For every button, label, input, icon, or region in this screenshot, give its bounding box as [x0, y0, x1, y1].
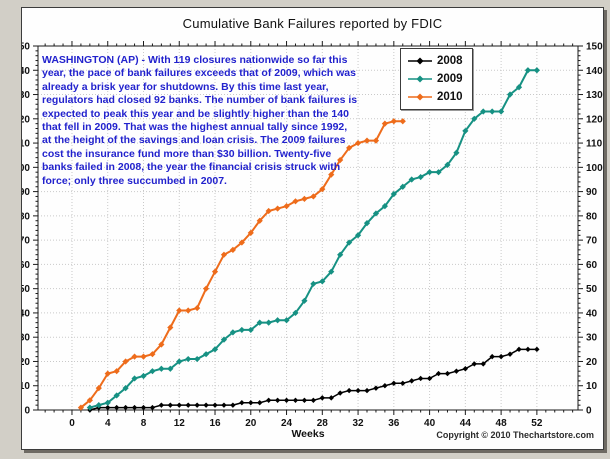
svg-text:130: 130: [586, 90, 603, 101]
svg-text:48: 48: [496, 418, 508, 429]
svg-text:30: 30: [22, 333, 30, 344]
legend-item-2010: 2010: [407, 88, 463, 106]
series-2008: [87, 346, 540, 413]
axis-frame: [37, 45, 579, 411]
series-2010: [77, 118, 406, 411]
svg-text:90: 90: [586, 187, 598, 198]
plot-svg: 0010102020303040405050606070708080909010…: [22, 41, 603, 430]
legend-label-2008: 2008: [437, 55, 463, 67]
svg-text:40: 40: [22, 308, 30, 319]
svg-text:70: 70: [586, 236, 598, 247]
svg-text:100: 100: [586, 163, 603, 174]
svg-text:0: 0: [69, 418, 75, 429]
axis-labels: 0010102020303040405050606070708080909010…: [22, 42, 603, 430]
series-2009: [86, 67, 540, 411]
svg-text:80: 80: [22, 211, 30, 222]
svg-text:0: 0: [586, 406, 592, 417]
legend-item-2008: 2008: [407, 52, 463, 70]
svg-text:10: 10: [22, 381, 30, 392]
svg-text:36: 36: [388, 418, 400, 429]
svg-text:40: 40: [424, 418, 436, 429]
svg-text:10: 10: [586, 381, 598, 392]
svg-text:70: 70: [22, 236, 30, 247]
svg-text:60: 60: [586, 260, 598, 271]
svg-text:32: 32: [353, 418, 365, 429]
x-axis-title: Weeks: [291, 428, 325, 440]
chart-panel: Cumulative Bank Failures reported by FDI…: [21, 7, 604, 450]
svg-text:24: 24: [281, 418, 293, 429]
svg-text:20: 20: [22, 357, 30, 368]
svg-text:8: 8: [141, 418, 147, 429]
svg-text:130: 130: [22, 90, 30, 101]
svg-text:120: 120: [22, 114, 30, 125]
svg-text:4: 4: [105, 418, 111, 429]
svg-text:40: 40: [586, 308, 598, 319]
annotation-text: WASHINGTON (AP) - With 119 closures nati…: [42, 54, 358, 187]
legend-marker-2008-icon: [408, 57, 432, 65]
svg-text:60: 60: [22, 260, 30, 271]
svg-text:30: 30: [586, 333, 598, 344]
svg-text:150: 150: [586, 42, 603, 53]
legend-marker-2010-icon: [408, 93, 432, 101]
svg-text:28: 28: [317, 418, 329, 429]
legend-label-2009: 2009: [437, 73, 463, 85]
chart-title: Cumulative Bank Failures reported by FDI…: [182, 16, 443, 31]
svg-text:52: 52: [531, 418, 543, 429]
legend-label-2010: 2010: [437, 91, 463, 103]
svg-text:50: 50: [22, 284, 30, 295]
axis-ticks: [33, 41, 583, 415]
svg-text:44: 44: [460, 418, 472, 429]
legend-marker-2009-icon: [408, 75, 432, 83]
svg-text:90: 90: [22, 187, 30, 198]
svg-text:20: 20: [586, 357, 598, 368]
svg-text:110: 110: [22, 139, 30, 150]
svg-text:140: 140: [22, 66, 30, 77]
svg-text:50: 50: [586, 284, 598, 295]
legend: 2008 2009 2010: [400, 48, 473, 110]
svg-text:120: 120: [586, 114, 603, 125]
svg-text:0: 0: [24, 406, 30, 417]
svg-text:110: 110: [586, 139, 603, 150]
svg-text:140: 140: [586, 66, 603, 77]
copyright-text: Copyright © 2010 Thechartstore.com: [436, 430, 594, 440]
svg-text:80: 80: [586, 211, 598, 222]
legend-item-2009: 2009: [407, 70, 463, 88]
svg-text:16: 16: [209, 418, 221, 429]
svg-text:12: 12: [174, 418, 186, 429]
svg-text:150: 150: [22, 42, 30, 53]
svg-text:20: 20: [245, 418, 257, 429]
svg-text:100: 100: [22, 163, 30, 174]
